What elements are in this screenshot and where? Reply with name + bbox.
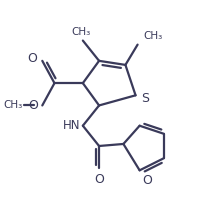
Text: HN: HN (63, 119, 81, 132)
Text: O: O (28, 99, 38, 112)
Text: S: S (141, 92, 149, 105)
Text: O: O (143, 174, 153, 187)
Text: CH₃: CH₃ (4, 101, 23, 110)
Text: O: O (94, 173, 104, 186)
Text: CH₃: CH₃ (71, 26, 91, 37)
Text: CH₃: CH₃ (144, 31, 163, 41)
Text: O: O (27, 52, 37, 65)
